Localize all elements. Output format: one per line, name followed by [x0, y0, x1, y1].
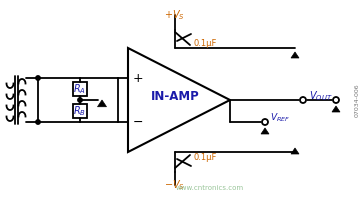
Text: $R_A$: $R_A$ — [73, 82, 86, 96]
Text: 07034-006: 07034-006 — [355, 83, 360, 117]
Text: $-V_S$: $-V_S$ — [164, 178, 184, 192]
Text: 0.1μF: 0.1μF — [193, 38, 216, 47]
Text: IN-AMP: IN-AMP — [151, 90, 199, 102]
Circle shape — [333, 97, 339, 103]
Text: $V_{OUT}$: $V_{OUT}$ — [309, 89, 332, 103]
Text: $V_{REF}$: $V_{REF}$ — [270, 112, 290, 124]
Text: $R_B$: $R_B$ — [73, 104, 86, 118]
Bar — [73, 82, 87, 96]
Polygon shape — [261, 128, 269, 134]
Polygon shape — [291, 148, 299, 154]
Text: +: + — [133, 72, 143, 84]
Circle shape — [300, 97, 306, 103]
Circle shape — [78, 98, 82, 102]
Text: www.cntronics.com: www.cntronics.com — [176, 185, 244, 191]
Circle shape — [36, 120, 40, 124]
Polygon shape — [291, 52, 299, 58]
Polygon shape — [97, 100, 106, 107]
Text: $+V_S$: $+V_S$ — [164, 8, 184, 22]
Circle shape — [262, 119, 268, 125]
Polygon shape — [332, 106, 340, 112]
Text: 0.1μF: 0.1μF — [193, 152, 216, 162]
Circle shape — [36, 76, 40, 80]
Text: −: − — [133, 116, 143, 129]
Bar — [73, 104, 87, 118]
